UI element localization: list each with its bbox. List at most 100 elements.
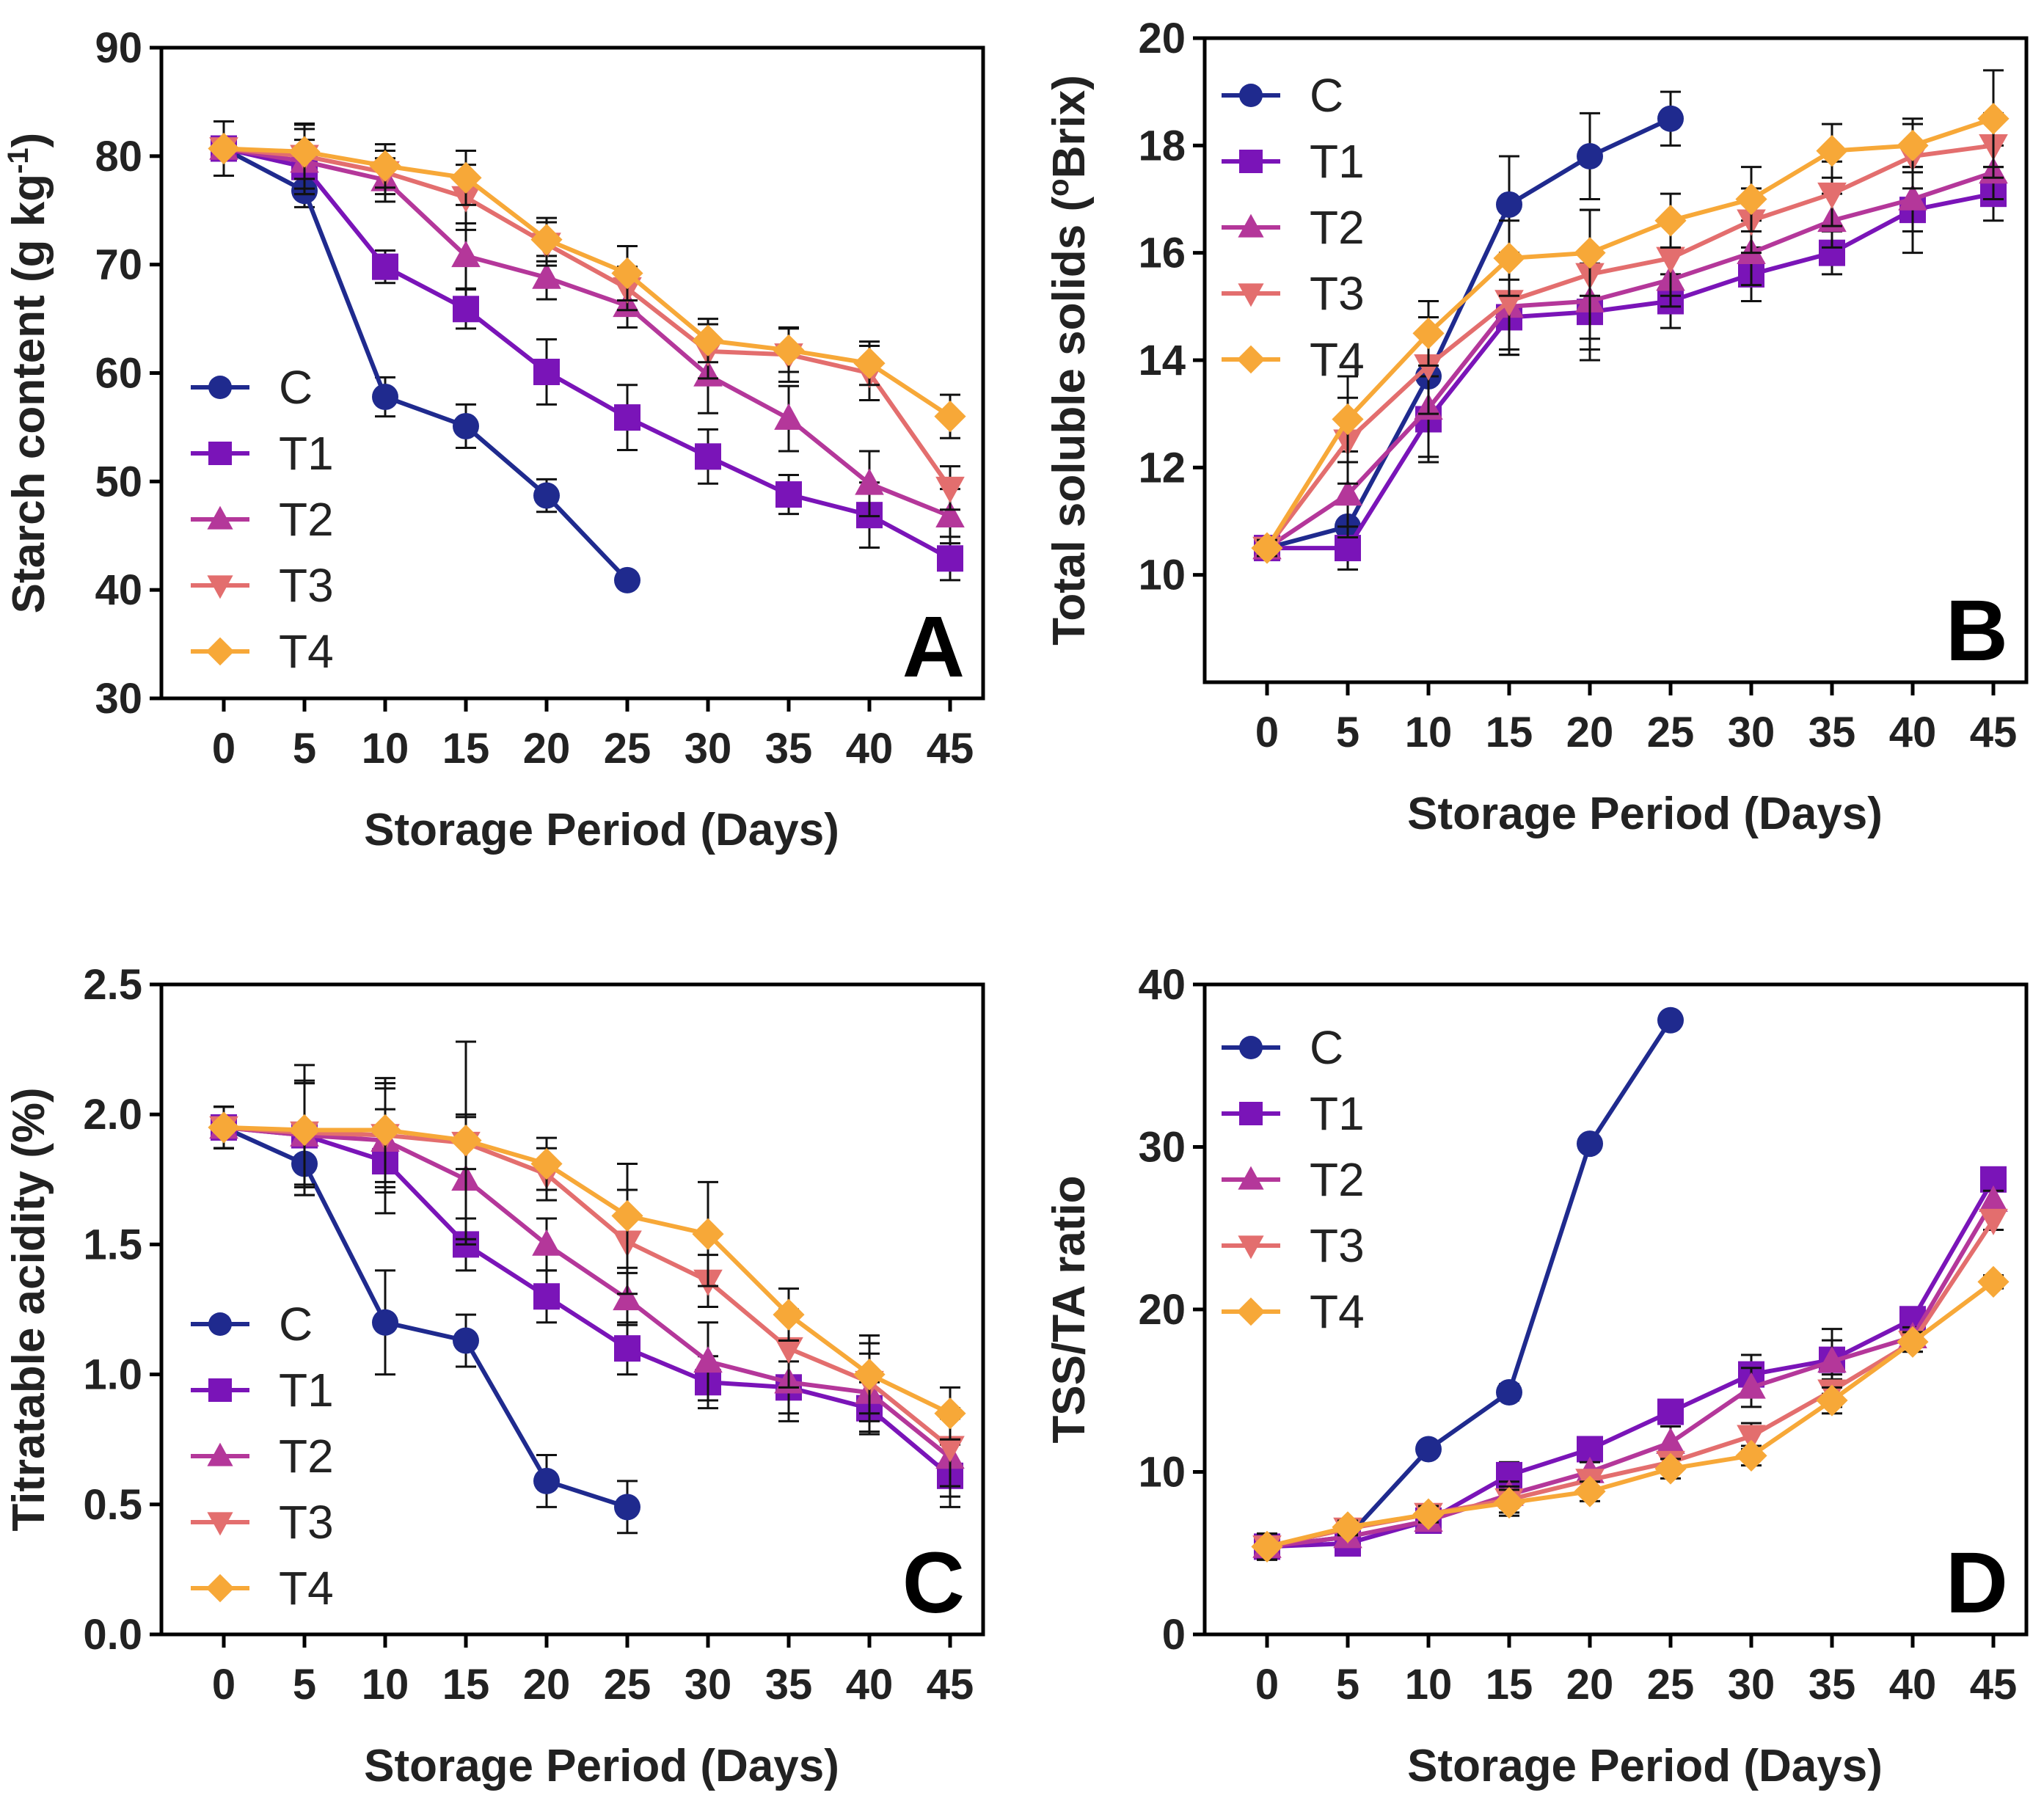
x-tick-label: 10	[1405, 709, 1453, 756]
data-point-t1	[614, 1335, 640, 1362]
panel-letter: B	[1946, 582, 2008, 679]
x-tick-label: 45	[927, 1661, 974, 1708]
data-point-c	[1496, 191, 1522, 218]
panel-letter: C	[902, 1535, 965, 1631]
data-point-t1	[533, 1283, 560, 1310]
legend-marker	[1239, 1102, 1263, 1125]
series-c	[211, 1105, 640, 1535]
data-point-t3	[935, 476, 965, 503]
legend-marker	[1236, 345, 1266, 374]
data-point-c	[533, 482, 560, 509]
legend-marker	[1236, 1297, 1266, 1326]
data-point-c	[453, 1327, 479, 1354]
series-t4	[208, 1040, 966, 1441]
data-point-t4	[1816, 1384, 1848, 1417]
y-tick-label: 0	[1162, 1611, 1186, 1659]
data-point-t4	[934, 1397, 966, 1430]
data-point-t4	[1735, 1439, 1767, 1472]
data-point-t4	[1332, 403, 1364, 436]
x-tick-label: 25	[604, 1661, 651, 1708]
data-point-t3	[1414, 354, 1443, 381]
y-tick-label: 90	[95, 24, 142, 72]
data-point-c	[1577, 1130, 1603, 1158]
legend-marker	[1238, 283, 1264, 307]
legend-marker	[207, 505, 233, 530]
x-tick-label: 0	[1255, 1661, 1279, 1708]
legend-label: T2	[1310, 1153, 1365, 1206]
data-point-t1	[372, 253, 398, 280]
data-point-t2	[855, 468, 884, 495]
legend-label: T3	[279, 559, 334, 612]
x-tick-label: 5	[1336, 709, 1359, 756]
y-axis-label: TSS/TA ratio	[1044, 1175, 1095, 1443]
series-t4	[208, 120, 966, 439]
data-point-t3	[774, 1337, 803, 1364]
series-line-t2	[223, 1125, 952, 1460]
legend-label: T4	[279, 625, 334, 678]
plot-frame	[159, 982, 985, 1637]
legend-marker	[205, 637, 235, 666]
data-point-t4	[450, 161, 482, 194]
data-point-t4	[611, 257, 643, 290]
y-tick-label: 80	[95, 133, 142, 180]
panel-letter: D	[1946, 1535, 2008, 1631]
data-point-t4	[611, 1199, 643, 1232]
series-t3	[1252, 1208, 2008, 1563]
data-point-t4	[1816, 135, 1848, 167]
data-point-t4	[530, 224, 563, 256]
x-tick-label: 25	[604, 725, 651, 772]
data-point-t4	[934, 401, 966, 433]
data-point-t4	[208, 132, 240, 165]
data-point-t2	[1333, 479, 1362, 506]
series-line-t3	[1265, 143, 1994, 549]
x-tick-label: 35	[765, 725, 813, 772]
x-axis-label: Storage Period (Days)	[1407, 1741, 1883, 1791]
y-tick-label: 20	[1138, 1286, 1186, 1334]
y-tick-label: 40	[1138, 961, 1186, 1009]
data-point-t4	[692, 324, 724, 357]
x-tick-label: 5	[293, 725, 316, 772]
x-tick-label: 40	[846, 725, 894, 772]
chart-panel-d: 0 10 20 30 40 0 5 10 15 20 25 30 35 40 45 Storage Perio…	[1044, 961, 2029, 1791]
legend-label: C	[279, 361, 313, 414]
data-point-t3	[1656, 246, 1685, 274]
x-tick-label: 15	[442, 725, 490, 772]
series-line-t4	[223, 1125, 952, 1416]
legend-label: T1	[1310, 135, 1365, 188]
data-point-t1	[533, 359, 560, 386]
x-tick-label: 25	[1647, 1661, 1695, 1708]
legend-label: T3	[1310, 1219, 1365, 1272]
series-line-t2	[1266, 1199, 1996, 1549]
data-point-t2	[532, 1229, 561, 1256]
series-t1	[1254, 1166, 2007, 1561]
data-point-t4	[853, 1359, 886, 1391]
data-point-t1	[937, 545, 963, 572]
x-tick-label: 25	[1647, 709, 1695, 756]
legend-marker	[1239, 1036, 1263, 1059]
y-tick-label: 1.5	[83, 1221, 142, 1268]
legend-label: T1	[1310, 1087, 1365, 1140]
x-axis-label: Storage Period (Days)	[364, 1741, 839, 1791]
data-point-t4	[530, 1147, 563, 1180]
data-point-t4	[1654, 1452, 1687, 1485]
y-tick-label: 70	[95, 241, 142, 289]
y-tick-label: 0.5	[83, 1481, 142, 1529]
data-point-c	[1415, 1436, 1442, 1463]
legend-marker	[207, 1512, 233, 1536]
data-point-t4	[369, 1114, 401, 1147]
data-point-t4	[288, 136, 321, 168]
x-tick-label: 20	[523, 1661, 571, 1708]
legend: C T1 T2 T3 T4	[1222, 69, 1365, 386]
data-point-t1	[1335, 535, 1361, 562]
y-tick-label: 1.0	[83, 1351, 142, 1399]
y-tick-label: 2.5	[83, 961, 142, 1009]
data-point-t4	[1735, 183, 1767, 216]
x-tick-label: 45	[1970, 709, 2018, 756]
x-tick-label: 40	[1889, 709, 1937, 756]
y-tick-label: 20	[1138, 15, 1186, 62]
data-point-t4	[1654, 205, 1687, 237]
x-tick-label: 15	[1486, 709, 1533, 756]
y-tick-label: 2.0	[83, 1091, 142, 1139]
y-axis-label: Total soluble solids (oBrix)	[1043, 75, 1095, 646]
